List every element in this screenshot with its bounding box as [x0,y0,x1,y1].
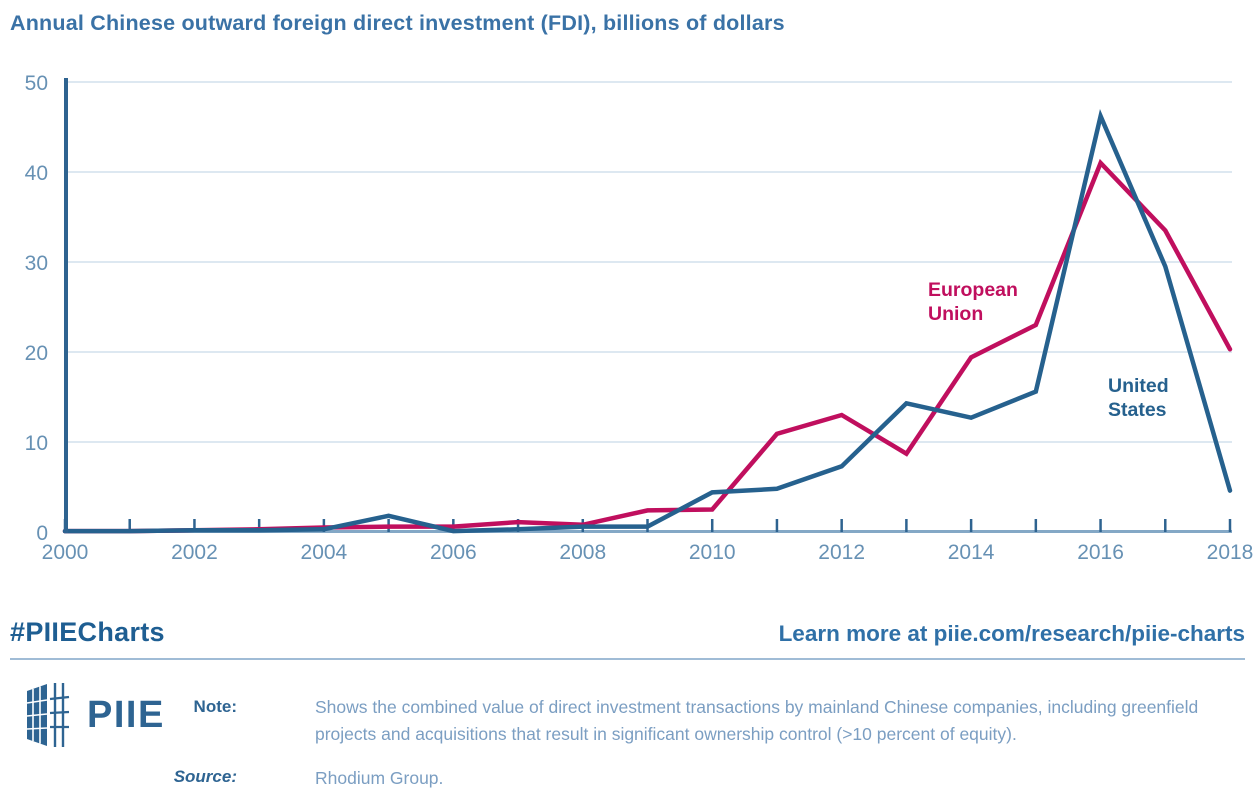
x-tick-label: 2010 [689,541,736,564]
series-annotations: European Union United States [928,279,1169,421]
y-tick-label: 20 [25,342,48,365]
x-tick-label: 2002 [171,541,218,564]
y-tick-label: 50 [25,72,48,95]
source-label: Source: [173,767,237,786]
note-text: Shows the combined value of direct inves… [315,697,1199,744]
x-tick-label: 2012 [818,541,865,564]
piie-building-icon [26,683,70,747]
note-label: Note: [193,697,237,716]
x-tick-label: 2018 [1207,541,1254,564]
x-tick-label: 2000 [42,541,89,564]
x-tick-label: 2016 [1077,541,1124,564]
learn-more-link[interactable]: Learn more at piie.com/research/piie-cha… [778,621,1245,646]
footer-divider [10,658,1245,660]
piie-charts-hashtag: #PIIECharts [10,617,165,647]
y-tick-label: 40 [25,162,48,185]
source-text: Rhodium Group. [315,768,444,788]
x-tick-label: 2008 [559,541,606,564]
y-tick-label: 0 [36,522,48,545]
y-tick-label: 10 [25,432,48,455]
united-states-label: United States [1108,375,1169,421]
piie-logo: PIIE [25,683,165,747]
united-states-line [62,109,1233,534]
fdi-line-chart: 0 10 20 30 40 50 2000 2002 2004 2006 2008 2010 2012… [25,72,1254,564]
chart-title: Annual Chinese outward foreign direct in… [10,11,785,35]
x-tick-label: 2006 [430,541,477,564]
x-tick-label: 2004 [301,541,348,564]
european-union-label: European Union [928,279,1018,325]
series-lines [62,109,1233,534]
y-tick-label: 30 [25,252,48,275]
x-tick-label: 2014 [948,541,995,564]
y-gridlines [64,81,1232,443]
european-union-line [62,158,1233,534]
x-tick-labels: 2000 2002 2004 2006 2008 2010 2012 2014 2016 2018 [42,541,1254,564]
y-tick-labels: 0 10 20 30 40 50 [25,72,48,545]
piie-logo-text: PIIE [87,693,165,736]
